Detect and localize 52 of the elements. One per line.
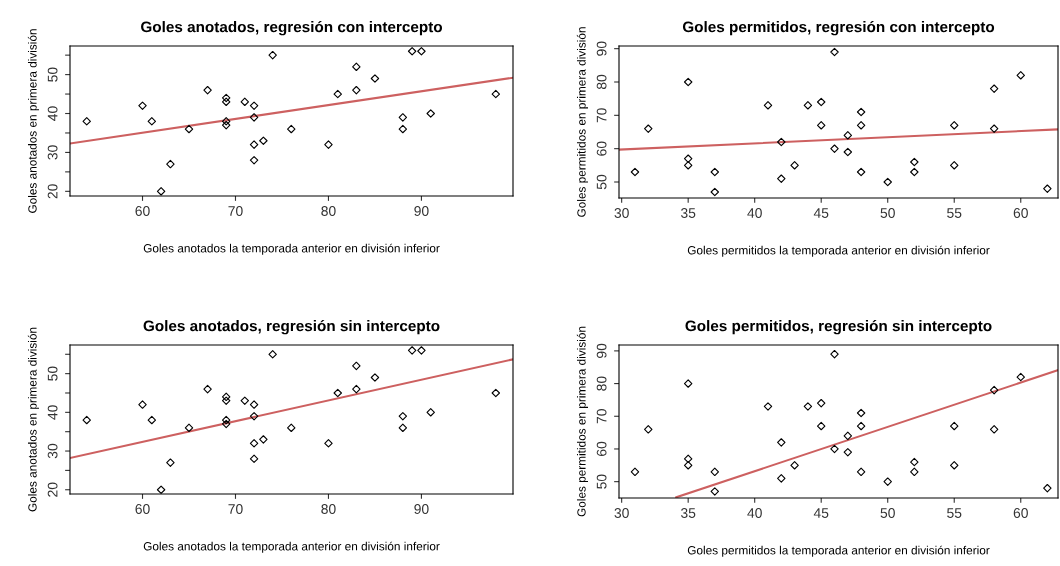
y-tick-label: 90 xyxy=(596,343,607,358)
chart-title: Goles permitidos, regresión con intercepto xyxy=(682,20,995,36)
y-tick-label: 20 xyxy=(47,482,58,497)
y-tick-label: 50 xyxy=(47,366,58,381)
chart-title: Goles permitidos, regresión sin intercepto xyxy=(685,319,992,335)
x-tick-label: 45 xyxy=(813,208,829,218)
y-axis-title: Goles anotados en primera división xyxy=(27,29,39,213)
y-tick-label: 60 xyxy=(596,141,607,156)
x-tick-label: 50 xyxy=(880,508,895,518)
x-tick-label: 55 xyxy=(947,508,962,518)
x-tick-label: 80 xyxy=(321,504,336,514)
chart-title: Goles anotados, regresión sin intercepto xyxy=(143,319,440,335)
x-tick-label: 30 xyxy=(614,208,629,218)
y-tick-label: 60 xyxy=(596,441,607,456)
y-tick-label: 90 xyxy=(596,41,607,56)
y-axis-title: Goles permitidos en primera división xyxy=(576,27,588,217)
y-tick-label: 40 xyxy=(47,405,58,420)
y-axis-title: Goles permitidos en primera división xyxy=(576,326,588,517)
y-tick-label: 30 xyxy=(47,145,58,160)
x-tick-label: 30 xyxy=(614,508,629,518)
x-tick-label: 35 xyxy=(680,208,696,218)
x-tick-label: 55 xyxy=(947,208,962,218)
x-axis-title: Goles anotados la temporada anterior en división inferior xyxy=(143,541,440,553)
x-tick-label: 50 xyxy=(880,208,895,218)
x-axis-title: Goles anotados la temporada anterior en división inferior xyxy=(143,243,440,255)
y-tick-label: 80 xyxy=(596,74,607,90)
x-tick-label: 70 xyxy=(228,504,243,514)
x-tick-label: 45 xyxy=(813,508,829,518)
y-tick-label: 50 xyxy=(596,174,607,190)
y-tick-label: 30 xyxy=(47,443,58,459)
x-tick-label: 90 xyxy=(414,504,429,514)
x-axis-title: Goles permitidos la temporada anterior en división inferior xyxy=(687,545,990,557)
x-tick-label: 60 xyxy=(135,206,150,216)
x-tick-label: 60 xyxy=(135,504,150,514)
x-tick-label: 90 xyxy=(414,206,429,216)
x-tick-label: 40 xyxy=(747,508,762,518)
y-tick-label: 80 xyxy=(596,376,607,391)
x-tick-label: 35 xyxy=(680,508,696,518)
y-tick-label: 50 xyxy=(47,67,58,82)
y-tick-label: 70 xyxy=(596,409,607,424)
x-tick-label: 60 xyxy=(1013,508,1028,518)
y-axis-title: Goles anotados en primera división xyxy=(27,327,39,512)
y-tick-label: 50 xyxy=(596,474,607,489)
y-tick-label: 40 xyxy=(47,106,58,121)
x-tick-label: 40 xyxy=(747,208,762,218)
x-tick-label: 70 xyxy=(228,206,243,216)
x-axis-title: Goles permitidos la temporada anterior en división inferior xyxy=(687,245,990,257)
chart-title: Goles anotados, regresión con intercepto xyxy=(141,20,443,36)
x-tick-label: 60 xyxy=(1013,208,1028,218)
x-tick-label: 80 xyxy=(321,206,336,216)
y-tick-label: 20 xyxy=(47,184,58,199)
y-tick-label: 70 xyxy=(596,108,607,123)
